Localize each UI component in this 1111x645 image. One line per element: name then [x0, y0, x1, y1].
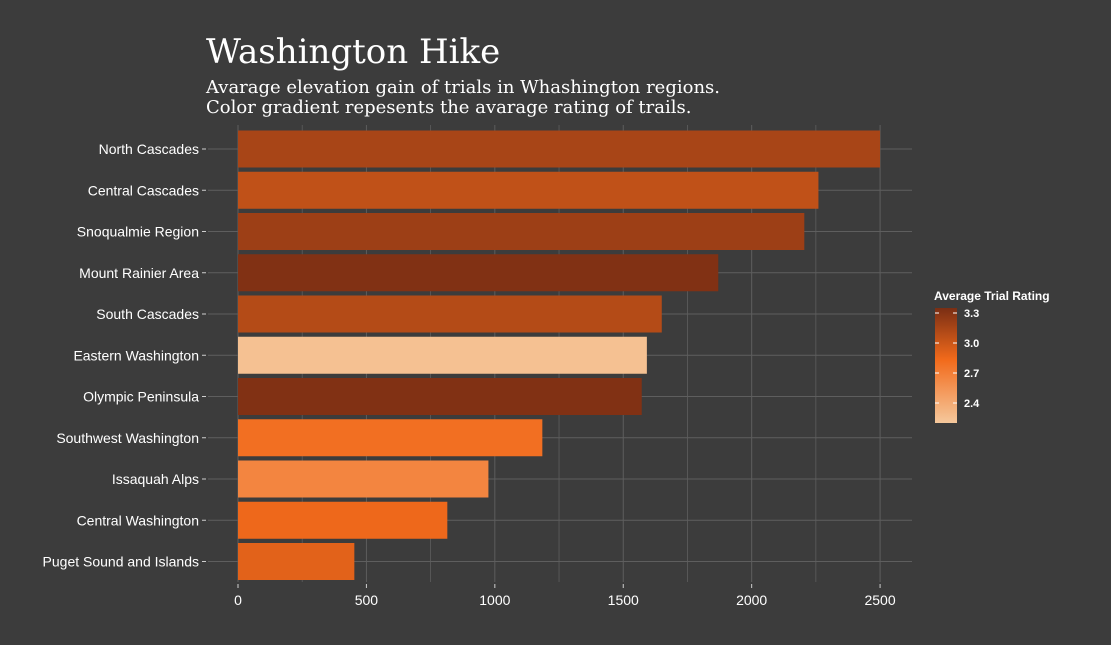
x-tick-label: 2000: [736, 592, 767, 608]
chart-subtitle-line-2: Color gradient repesents the avarage rat…: [206, 97, 691, 118]
bar-snoqualmie-region: [238, 213, 805, 250]
bar-central-washington: [238, 501, 448, 539]
legend-colorbar: [935, 308, 957, 423]
x-tick-label: 1000: [479, 592, 510, 608]
chart-subtitle-line-1: Avarage elevation gain of trials in Whas…: [205, 77, 720, 98]
y-tick-label: Mount Rainier Area: [79, 265, 199, 281]
chart-title: Washington Hike: [206, 32, 500, 72]
y-tick-label: Puget Sound and Islands: [43, 554, 199, 570]
y-tick-label: Southwest Washington: [56, 430, 199, 446]
y-tick-label: Issaquah Alps: [112, 471, 199, 487]
x-axis-labels: 0 500 1000 1500 2000 2500: [234, 584, 896, 608]
x-tick-label: 500: [355, 592, 379, 608]
y-axis-labels: North Cascades Central Cascades Snoqualmie…: [43, 141, 206, 570]
y-tick-label: Snoqualmie Region: [77, 224, 199, 240]
legend-tick-label: 2.4: [964, 398, 980, 410]
y-tick-label: North Cascades: [99, 141, 199, 157]
bar-puget-sound-and-islands: [238, 543, 355, 580]
legend-tick-label: 3.0: [964, 338, 979, 350]
y-tick-label: Olympic Peninsula: [83, 389, 199, 405]
bar-mount-rainier-area: [238, 254, 719, 292]
bar-olympic-peninsula: [238, 378, 642, 415]
y-tick-label: Central Cascades: [88, 182, 199, 198]
bar-eastern-washington: [238, 336, 647, 374]
legend: Average Trial Rating 3.3 3.0 2.7 2.4: [934, 289, 1050, 423]
x-tick-label: 2500: [864, 592, 895, 608]
y-tick-label: Central Washington: [77, 512, 199, 528]
y-tick-label: South Cascades: [96, 306, 199, 322]
legend-tick-label: 2.7: [964, 368, 979, 380]
bars-group: [238, 130, 881, 580]
x-tick-label: 1500: [608, 592, 639, 608]
y-tick-label: Eastern Washington: [73, 347, 199, 363]
bar-central-cascades: [238, 171, 819, 209]
x-tick-label: 0: [234, 592, 242, 608]
bar-southwest-washington: [238, 419, 543, 457]
legend-tick-label: 3.3: [964, 308, 979, 320]
legend-title: Average Trial Rating: [934, 289, 1050, 303]
bar-issaquah-alps: [238, 460, 489, 498]
bar-north-cascades: [238, 130, 881, 168]
bar-south-cascades: [238, 295, 662, 333]
